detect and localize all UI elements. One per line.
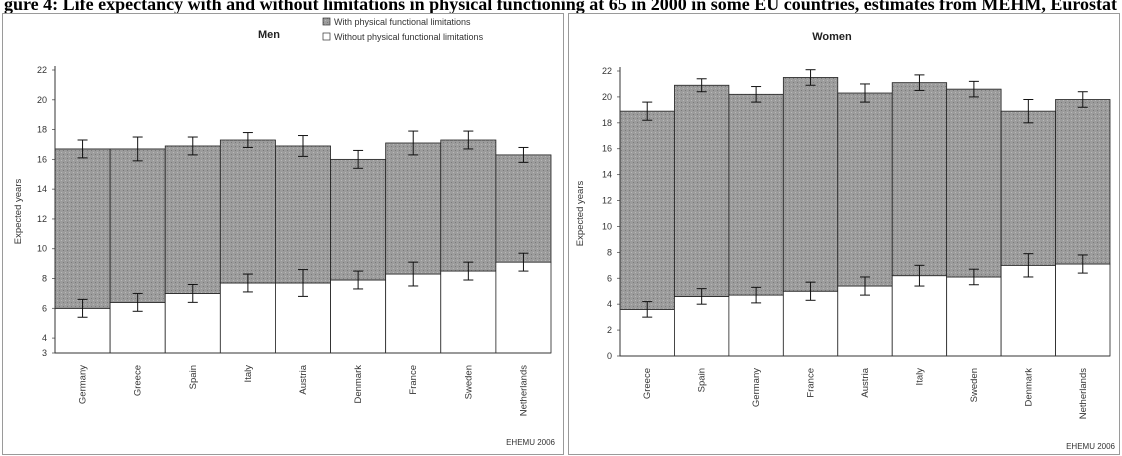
- chart-men: Men Expected years 3 4 6 8 10 12 14 16 18 20 22 Germa…: [13, 17, 556, 447]
- category-label-france: France: [806, 368, 817, 398]
- bar-with-limitations-italy: [891, 82, 948, 277]
- category-label-spain: Spain: [697, 368, 708, 392]
- bar-without-limitations-sweden: [440, 270, 497, 354]
- bar-with-limitations-germany: [728, 93, 784, 296]
- bar-with-limitations-sweden: [440, 139, 497, 272]
- bar-without-limitations-denmark: [330, 279, 387, 354]
- chart-panel-men: Men Expected years 3 4 6 8 10 12 14 16 18 20 22 Germa…: [2, 13, 564, 455]
- category-label-greece: Greece: [642, 368, 653, 399]
- y-tick-label: 16: [602, 144, 612, 154]
- y-tick-label: 10: [37, 244, 47, 254]
- bar-without-limitations-germany: [728, 294, 784, 357]
- category-label-austria: Austria: [298, 364, 309, 394]
- category-label-netherlands: Netherlands: [518, 365, 529, 416]
- y-tick-label: 20: [602, 92, 612, 102]
- y-tick-label: 20: [37, 95, 47, 105]
- chart-women: Women Expected years 0 2 4 6 8 10 12 14 16 18 20 22 Gr…: [575, 31, 1116, 451]
- y-tick-label: 8: [607, 247, 612, 257]
- chart-credit: EHEMU 2006: [1066, 442, 1115, 451]
- y-tick-label: 6: [607, 273, 612, 283]
- bar-with-limitations-austria: [275, 145, 331, 284]
- bar-without-limitations-denmark: [1000, 264, 1056, 357]
- bar-with-limitations-denmark: [330, 158, 387, 281]
- chart-panel-women: Women Expected years 0 2 4 6 8 10 12 14 16 18 20 22 Gr…: [568, 13, 1120, 455]
- bar-with-limitations-france: [385, 142, 442, 275]
- y-tick-label: 16: [37, 154, 47, 164]
- bar-with-limitations-france: [782, 77, 839, 292]
- bar-with-limitations-spain: [674, 84, 730, 297]
- bar-with-limitations-greece: [109, 148, 166, 303]
- legend-swatch-without-physical-functional-limitations: [322, 32, 331, 41]
- category-label-greece: Greece: [133, 365, 144, 396]
- category-label-italy: Italy: [914, 368, 925, 386]
- category-label-sweden: Sweden: [969, 368, 980, 402]
- figure-caption: gure 4: Life expectancy with and without…: [4, 0, 1122, 14]
- bar-with-limitations-sweden: [946, 88, 1002, 278]
- chart-title: Women: [812, 31, 852, 43]
- y-tick-label: 8: [42, 274, 47, 284]
- bar-without-limitations-spain: [164, 293, 221, 354]
- category-label-austria: Austria: [860, 367, 871, 397]
- bar-without-limitations-austria: [837, 285, 893, 357]
- y-tick-label: 10: [602, 221, 612, 231]
- bar-without-limitations-netherlands: [1055, 263, 1111, 357]
- y-tick-label: 14: [37, 184, 47, 194]
- category-label-denmark: Denmark: [1023, 368, 1034, 407]
- y-tick-label: 22: [602, 66, 612, 76]
- category-label-germany: Germany: [751, 368, 762, 407]
- bar-without-limitations-italy: [891, 275, 948, 357]
- category-label-france: France: [408, 365, 419, 395]
- bar-with-limitations-netherlands: [1055, 99, 1111, 265]
- chart-legend: With physical functional limitations With…: [322, 17, 484, 42]
- y-tick-label: 12: [602, 196, 612, 206]
- bar-with-limitations-germany: [54, 148, 111, 309]
- category-label-germany: Germany: [78, 365, 89, 404]
- category-label-sweden: Sweden: [463, 365, 474, 399]
- y-tick-label: 0: [607, 351, 612, 361]
- chart-title: Men: [258, 29, 280, 41]
- bar-without-limitations-spain: [674, 296, 730, 357]
- bar-with-limitations-denmark: [1000, 110, 1056, 266]
- y-tick-label: 4: [42, 333, 47, 343]
- bar-with-limitations-austria: [837, 92, 893, 287]
- y-tick-label: 4: [607, 299, 612, 309]
- y-axis-label: Expected years: [575, 181, 586, 247]
- category-label-netherlands: Netherlands: [1078, 368, 1089, 419]
- y-tick-label: 14: [602, 170, 612, 180]
- bar-without-limitations-sweden: [946, 276, 1002, 357]
- bar-with-limitations-italy: [219, 139, 276, 284]
- chart-credit: EHEMU 2006: [506, 438, 555, 447]
- y-axis-label: Expected years: [13, 179, 24, 245]
- y-tick-label: 6: [42, 303, 47, 313]
- y-tick-label: 12: [37, 214, 47, 224]
- bar-with-limitations-netherlands: [495, 154, 552, 263]
- category-label-spain: Spain: [188, 365, 199, 389]
- category-label-denmark: Denmark: [353, 365, 364, 404]
- bar-with-limitations-spain: [164, 145, 221, 294]
- y-tick-label: 18: [602, 118, 612, 128]
- y-tick-label: 22: [37, 65, 47, 75]
- legend-label-without-physical-functional-limitations: Without physical functional limitations: [334, 32, 484, 42]
- bar-without-limitations-france: [782, 290, 839, 357]
- y-tick-label: 2: [607, 325, 612, 335]
- y-tick-label: 3: [42, 348, 47, 358]
- bar-without-limitations-italy: [219, 282, 276, 354]
- y-tick-label: 18: [37, 125, 47, 135]
- legend-swatch-with-physical-functional-limitations: [322, 17, 331, 26]
- category-label-italy: Italy: [243, 365, 254, 383]
- bar-without-limitations-netherlands: [495, 261, 552, 354]
- bar-with-limitations-greece: [619, 110, 675, 310]
- legend-label-with-physical-functional-limitations: With physical functional limitations: [334, 17, 471, 27]
